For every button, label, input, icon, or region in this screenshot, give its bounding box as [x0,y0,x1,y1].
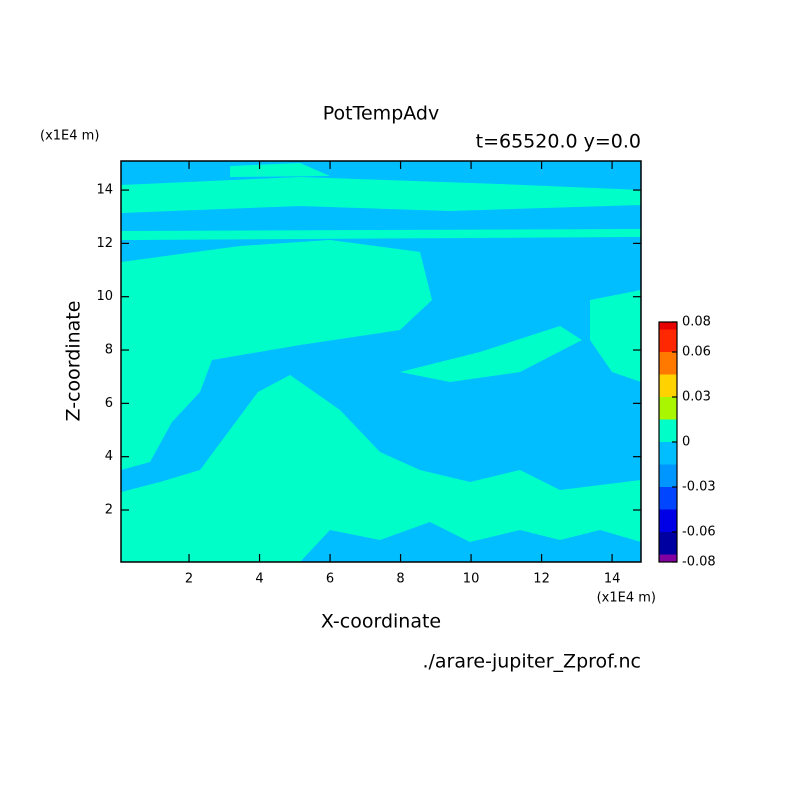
y-axis-label: Z-coordinate [63,301,85,422]
colorbar-band [659,487,677,510]
colorbar-tick-label: 0.08 [682,315,711,330]
x-tick-label: 2 [185,572,193,587]
x-unit: (x1E4 m) [597,591,656,606]
contour-region [121,177,641,213]
y-tick-label: 12 [96,236,113,251]
y-tick-label: 2 [105,503,113,518]
x-tick-label: 10 [463,572,480,587]
colorbar-band [659,509,677,532]
y-unit: (x1E4 m) [40,129,99,144]
source-label: ./arare-jupiter_Zprof.nc [422,651,641,673]
colorbar-band [659,419,677,442]
colorbar-band [659,329,677,352]
contour-region [121,240,432,470]
y-tick-label: 6 [105,396,113,411]
contour-region [590,290,641,382]
colorbar-tick-label: 0.03 [682,390,711,405]
plot-frame [120,160,642,563]
colorbar-band [659,442,677,465]
contour-band [121,163,641,562]
x-tick-label: 8 [396,572,404,587]
x-tick-label: 6 [326,572,334,587]
x-tick-label: 12 [533,572,550,587]
colorbar-tick-label: 0 [682,435,690,450]
colorbar-band [659,397,677,420]
colorbar-band [659,554,677,562]
y-tick-label: 4 [105,449,113,464]
colorbar-tick-label: -0.06 [682,525,716,540]
contour-region [121,375,641,562]
contour-field [121,161,641,562]
x-tick-label: 14 [604,572,621,587]
contour-region [230,163,330,177]
colorbar-band [659,464,677,487]
colorbar-band [659,374,677,397]
colorbar-band [659,532,677,555]
y-tick-label: 14 [96,183,113,198]
colorbar-tick-label: -0.03 [682,480,716,495]
y-tick-label: 10 [96,289,113,304]
colorbar-band [659,352,677,375]
colorbar-tick-label: 0.06 [682,345,711,360]
x-tick-label: 4 [255,572,263,587]
chart-subtitle: t=65520.0 y=0.0 [476,131,641,153]
x-axis-label: X-coordinate [321,611,441,633]
chart-title: PotTempAdv [323,103,439,125]
colorbar-tick-label: -0.08 [682,555,716,570]
contour-region [400,326,582,382]
contour-region [121,229,641,240]
y-tick-label: 8 [105,343,113,358]
colorbar-band [659,322,677,330]
